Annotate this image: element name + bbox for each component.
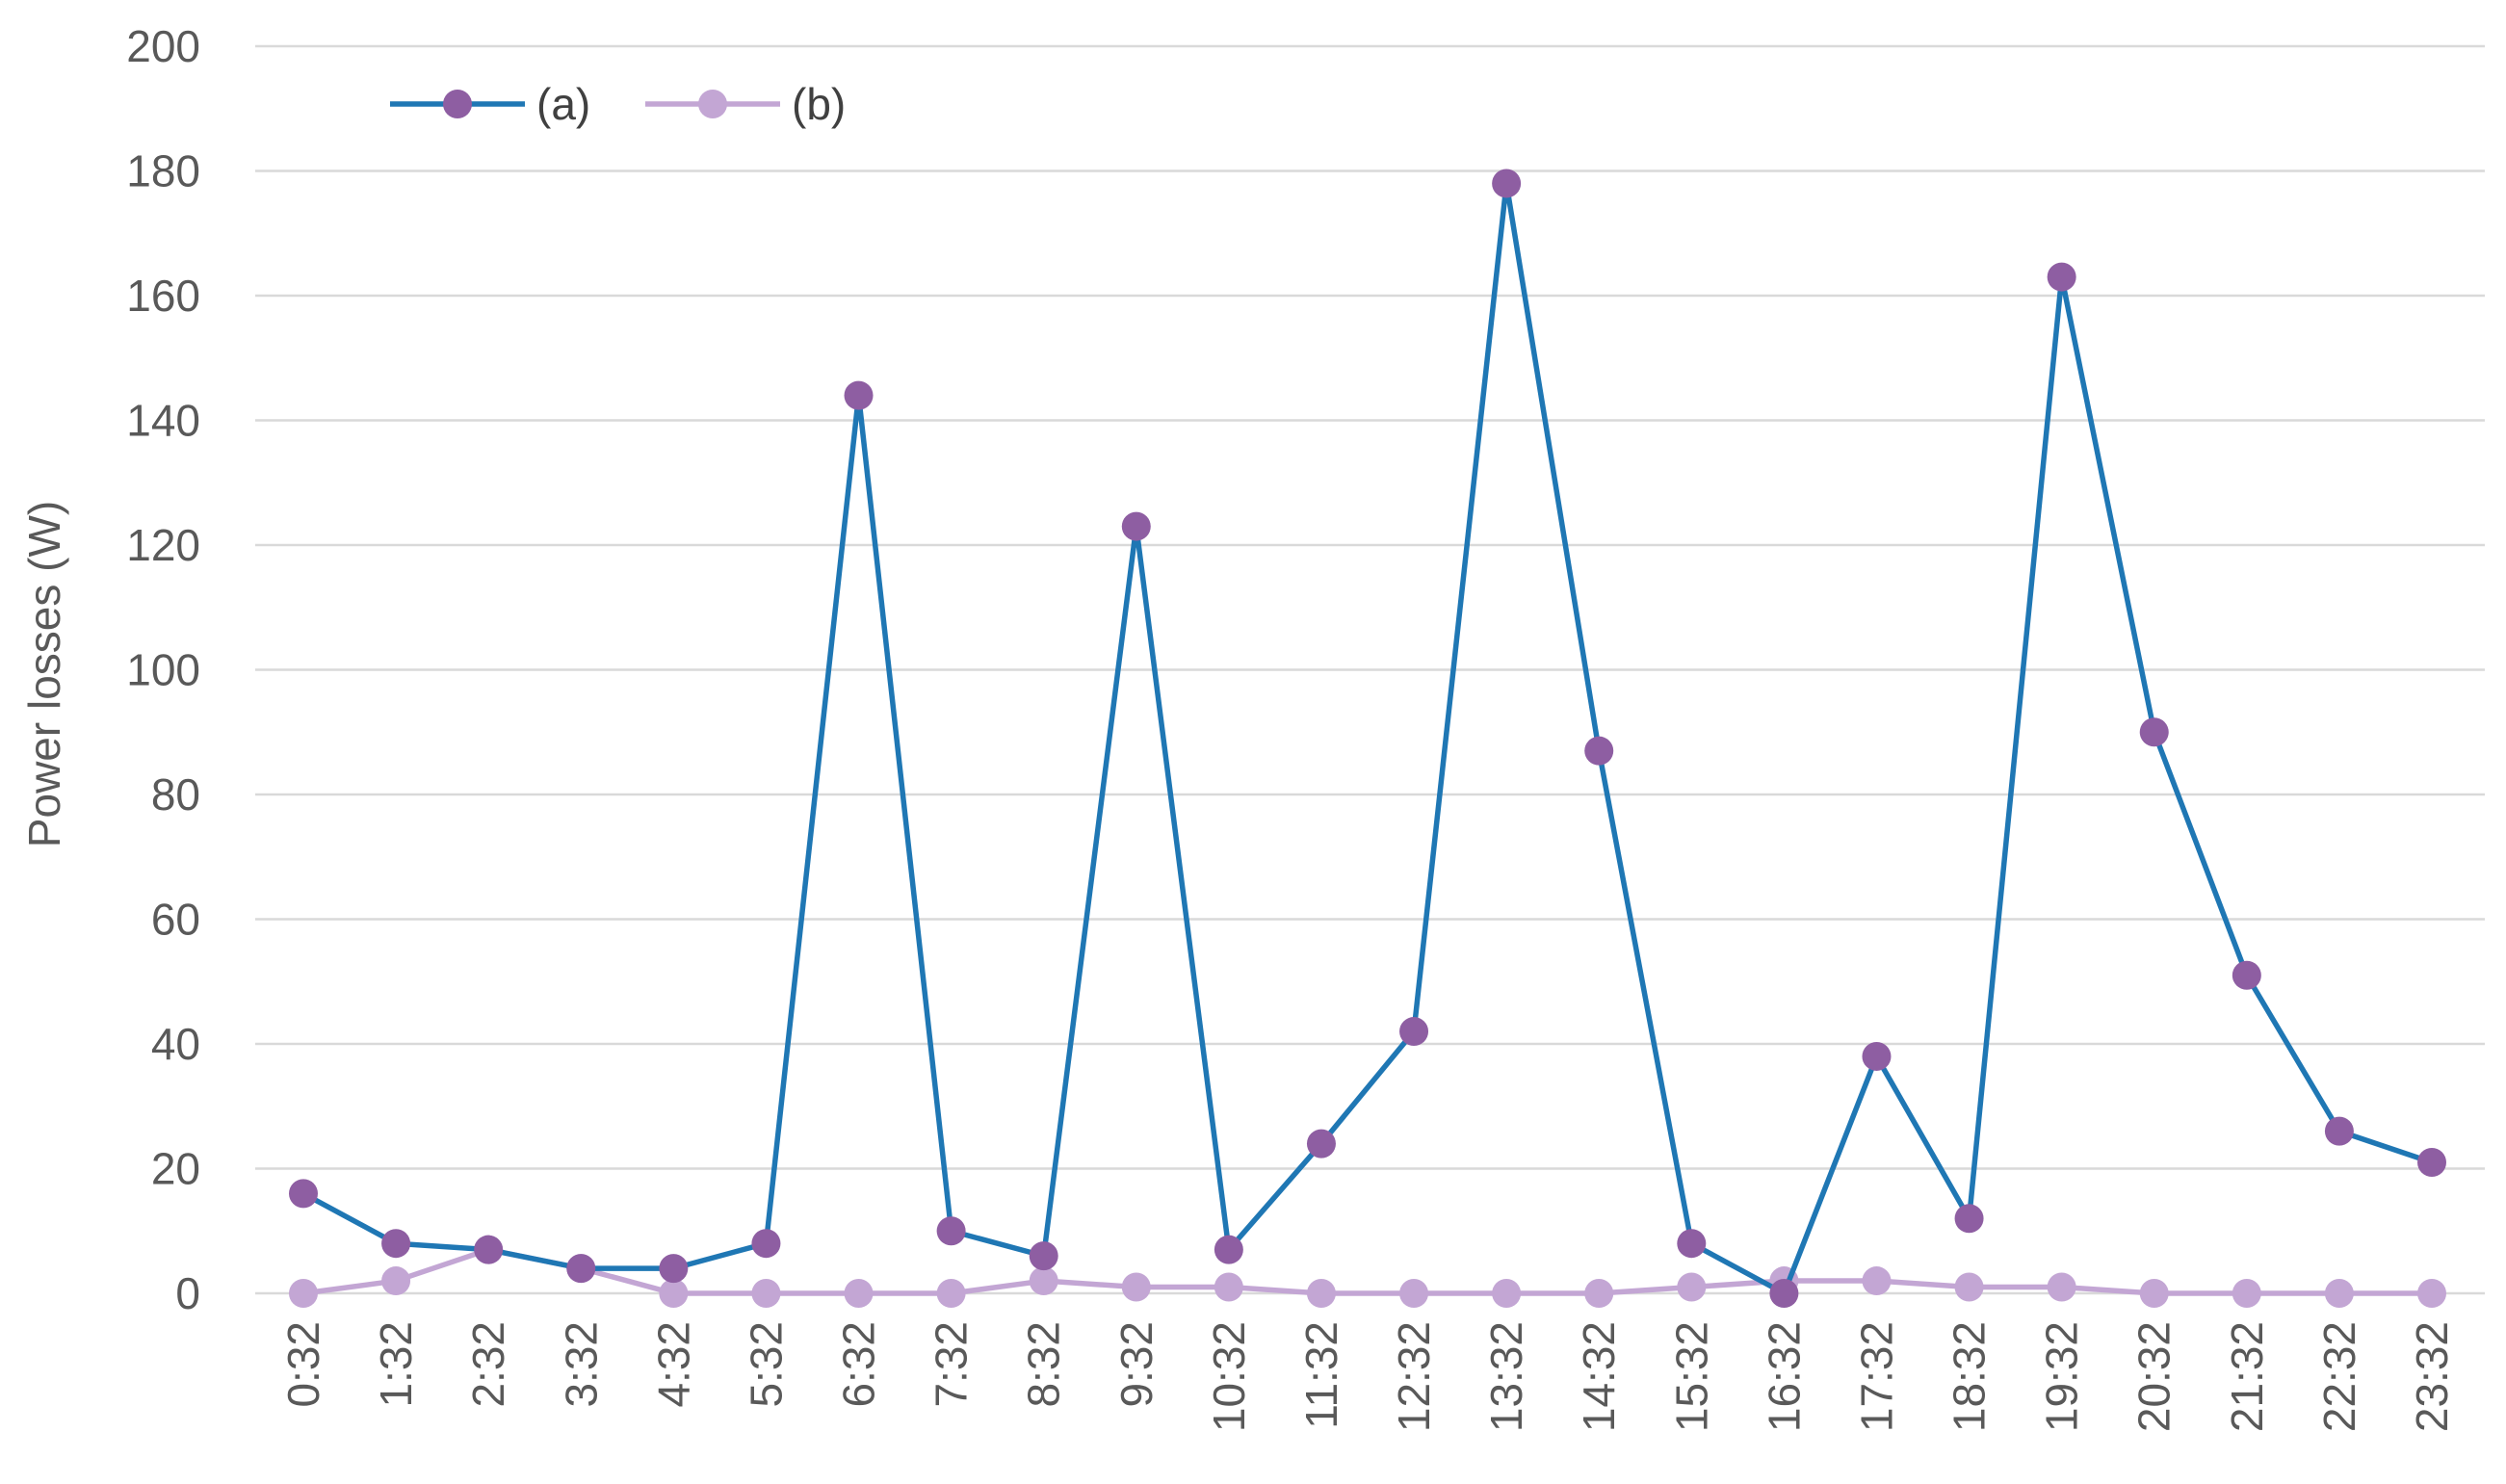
- legend-label: (b): [792, 79, 846, 129]
- data-point: [1492, 1279, 1522, 1308]
- data-point: [1769, 1279, 1799, 1308]
- y-tick-label: 80: [151, 769, 200, 820]
- data-point: [566, 1254, 596, 1284]
- data-point: [844, 380, 874, 410]
- data-point: [1306, 1279, 1336, 1308]
- y-tick-label: 140: [126, 396, 200, 446]
- data-point: [2324, 1116, 2354, 1146]
- data-point: [751, 1229, 781, 1259]
- x-tick-label: 0:32: [278, 1321, 328, 1408]
- data-point: [1029, 1241, 1058, 1271]
- data-point: [1954, 1204, 1984, 1234]
- data-point: [1677, 1229, 1707, 1259]
- y-tick-label: 160: [126, 271, 200, 321]
- data-point: [1399, 1017, 1429, 1047]
- x-tick-label: 5:32: [741, 1321, 791, 1408]
- series-1: [289, 1235, 2446, 1308]
- series-line: [301, 180, 2433, 1296]
- y-axis-label: Power losses (W): [19, 501, 69, 847]
- data-point: [474, 1235, 504, 1264]
- data-point: [2417, 1279, 2446, 1308]
- data-point: [2232, 1279, 2261, 1308]
- legend-marker: [698, 90, 727, 118]
- data-point: [844, 1279, 874, 1308]
- data-point: [2139, 1279, 2169, 1308]
- data-point: [1214, 1235, 1243, 1264]
- y-axis-ticks: 0 20 40 60 80 100 120 140 160 180 200: [126, 21, 200, 1318]
- x-tick-label: 20:32: [2129, 1321, 2180, 1432]
- y-tick-label: 60: [151, 895, 200, 945]
- data-point: [2324, 1279, 2354, 1308]
- x-tick-label: 13:32: [1481, 1321, 1531, 1432]
- x-tick-label: 18:32: [1945, 1321, 1995, 1432]
- data-point: [2047, 262, 2076, 292]
- x-tick-label: 2:32: [463, 1321, 513, 1408]
- x-tick-label: 3:32: [556, 1321, 606, 1408]
- x-tick-label: 19:32: [2037, 1321, 2087, 1432]
- x-tick-label: 6:32: [834, 1321, 884, 1408]
- data-point: [659, 1254, 689, 1284]
- y-tick-label: 0: [175, 1268, 200, 1318]
- data-point: [1862, 1041, 1892, 1071]
- data-point: [2417, 1148, 2446, 1178]
- x-tick-label: 15:32: [1666, 1321, 1716, 1432]
- data-point: [936, 1216, 966, 1246]
- x-tick-label: 11:32: [1296, 1321, 1346, 1429]
- x-tick-label: 8:32: [1019, 1321, 1069, 1408]
- data-point: [1492, 169, 1522, 198]
- legend-label: (a): [536, 79, 590, 129]
- x-tick-label: 9:32: [1111, 1321, 1162, 1408]
- legend-marker: [443, 90, 472, 118]
- x-tick-label: 12:32: [1389, 1321, 1439, 1432]
- data-point: [289, 1179, 318, 1209]
- data-point: [1584, 1279, 1614, 1308]
- data-point: [1214, 1272, 1243, 1302]
- series-0: [289, 169, 2446, 1308]
- data-point: [381, 1229, 411, 1259]
- series-line: [302, 1246, 2432, 1296]
- data-point: [2139, 717, 2169, 747]
- data-point: [751, 1279, 781, 1308]
- series-layer: [289, 169, 2446, 1308]
- x-tick-label: 7:32: [927, 1321, 977, 1408]
- grid-lines: [255, 44, 2485, 1295]
- data-point: [1399, 1279, 1429, 1308]
- data-point: [2232, 960, 2261, 990]
- x-tick-label: 17:32: [1851, 1321, 1901, 1432]
- legend-item-1: (b): [645, 79, 846, 129]
- data-point: [1121, 511, 1151, 541]
- legend: (a) (b): [390, 79, 846, 129]
- x-tick-label: 16:32: [1759, 1321, 1809, 1432]
- y-tick-label: 100: [126, 645, 200, 695]
- data-point: [2047, 1272, 2076, 1302]
- data-point: [1121, 1272, 1151, 1302]
- data-point: [1584, 736, 1614, 766]
- data-point: [1862, 1266, 1892, 1296]
- y-tick-label: 180: [126, 146, 200, 196]
- data-point: [1677, 1272, 1707, 1302]
- data-point: [1954, 1272, 1984, 1302]
- y-tick-label: 40: [151, 1019, 200, 1069]
- x-axis-ticks: 0:32 1:32 2:32 3:32 4:32 5:32 6:32 7:32 8:32 9:32…: [278, 1321, 2457, 1432]
- data-point: [1306, 1129, 1336, 1159]
- x-tick-label: 10:32: [1204, 1321, 1254, 1432]
- data-point: [936, 1279, 966, 1308]
- x-tick-label: 14:32: [1574, 1321, 1624, 1432]
- data-point: [289, 1279, 318, 1308]
- x-tick-label: 23:32: [2407, 1321, 2457, 1432]
- data-point: [381, 1266, 411, 1296]
- y-tick-label: 120: [126, 520, 200, 570]
- x-tick-label: 1:32: [371, 1321, 421, 1408]
- x-tick-label: 22:32: [2314, 1321, 2364, 1432]
- data-point: [659, 1279, 689, 1308]
- data-point: [1029, 1266, 1058, 1296]
- y-tick-label: 200: [126, 21, 200, 71]
- y-tick-label: 20: [151, 1144, 200, 1194]
- x-tick-label: 4:32: [648, 1321, 698, 1408]
- x-tick-label: 21:32: [2222, 1321, 2272, 1432]
- legend-item-0: (a): [390, 79, 590, 129]
